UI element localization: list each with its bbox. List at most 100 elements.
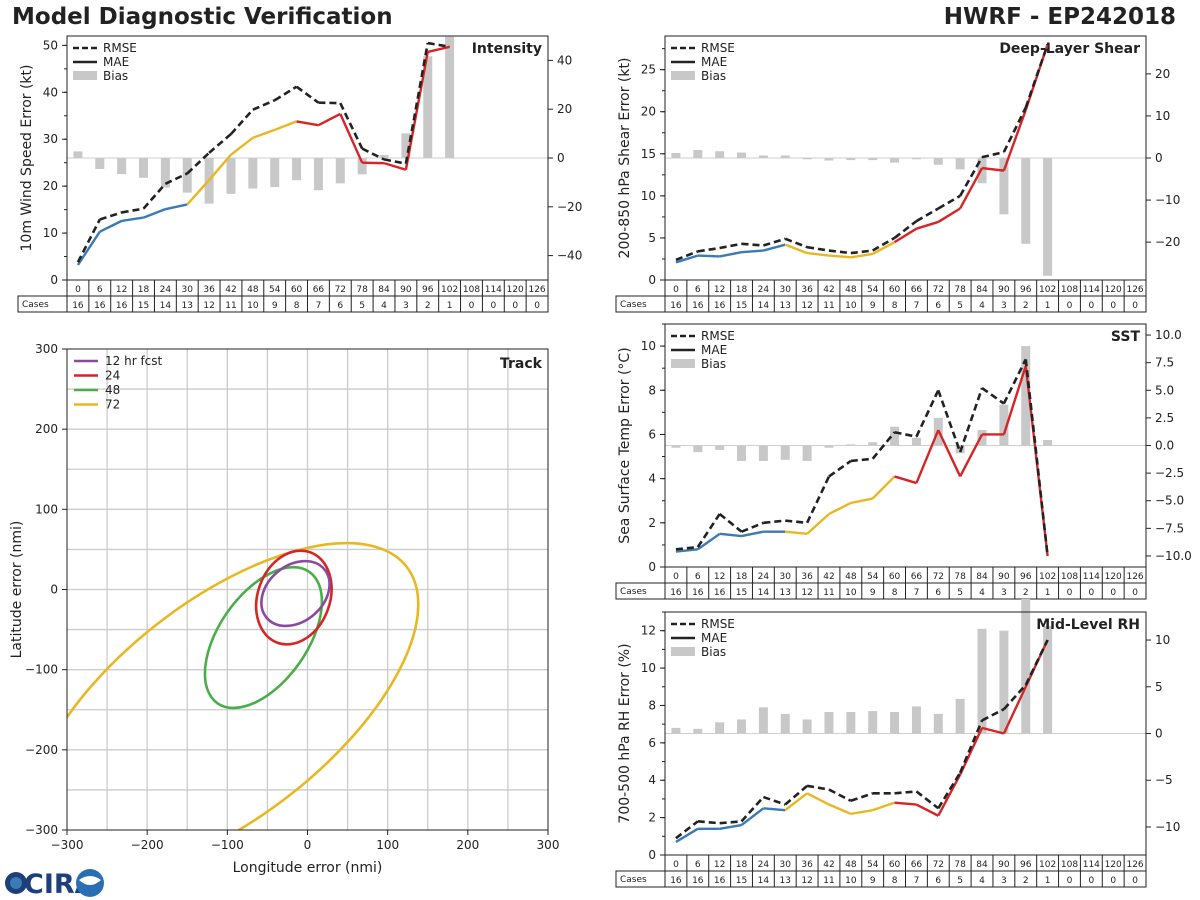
case-count: 15 [736, 301, 747, 311]
mae-line [208, 153, 232, 181]
hour-label: 30 [780, 572, 792, 582]
hour-label: 60 [889, 860, 901, 870]
ellipse-72hr [67, 541, 420, 830]
rmse-line [915, 389, 940, 438]
bias-bar [715, 445, 725, 450]
rmse-line [1024, 43, 1049, 108]
mae-line [230, 136, 254, 156]
case-count: 13 [780, 588, 791, 598]
case-count: 0 [1110, 588, 1116, 598]
mae-line [719, 532, 742, 538]
bias-bar [95, 158, 105, 169]
y-tick-label: 6 [648, 736, 656, 750]
bias-bar [226, 158, 236, 194]
hour-label: 60 [889, 285, 901, 295]
case-count: 0 [1088, 588, 1094, 598]
case-count: 0 [1132, 301, 1138, 311]
hour-label: 72 [933, 860, 944, 870]
hour-label: 66 [911, 572, 923, 582]
hour-label: 42 [225, 285, 236, 295]
case-count: 4 [381, 301, 387, 311]
bias-bar [1021, 598, 1031, 734]
y2-tick-label: 0 [1155, 727, 1163, 741]
y-tick-label: 4 [648, 472, 656, 486]
mae-line [719, 251, 742, 258]
hour-label: 102 [1039, 860, 1056, 870]
y-tick-label: 8 [648, 383, 656, 397]
hour-label: 114 [1083, 572, 1100, 582]
hour-label: 30 [780, 285, 792, 295]
bias-bar [868, 711, 878, 734]
rmse-line [252, 99, 276, 111]
mae-line [850, 808, 873, 816]
mae-line [741, 249, 764, 254]
rmse-line [719, 242, 742, 250]
bias-bar [671, 152, 681, 158]
y2-tick-label: −20 [557, 200, 582, 214]
case-count: 16 [714, 876, 726, 886]
bias-bar [270, 158, 280, 188]
bias-bar [824, 445, 834, 448]
hour-label: 54 [867, 572, 879, 582]
mae-line [937, 207, 961, 223]
mae-line [915, 803, 939, 817]
bias-bar [846, 444, 856, 446]
mae-line [872, 801, 895, 812]
hour-label: 60 [291, 285, 303, 295]
hour-label: 48 [845, 860, 857, 870]
case-count: 0 [1067, 588, 1073, 598]
rmse-line [806, 245, 830, 252]
rmse-line [675, 545, 698, 551]
mae-line [893, 227, 918, 244]
bias-bar [846, 158, 856, 161]
rmse-line [675, 820, 699, 840]
case-count: 0 [469, 301, 475, 311]
bias-bar [933, 158, 943, 165]
hour-label: 12 [714, 860, 725, 870]
rmse-line [828, 788, 852, 802]
case-count: 14 [160, 301, 172, 311]
mae-line [1002, 109, 1027, 172]
mae-line [317, 112, 341, 127]
hour-label: 24 [758, 572, 770, 582]
case-count: 3 [1001, 301, 1007, 311]
case-count: 7 [316, 301, 322, 311]
hour-label: 30 [182, 285, 194, 295]
legend-label: 24 [105, 369, 120, 383]
bias-bar [933, 713, 943, 734]
case-count: 5 [957, 876, 963, 886]
case-count: 15 [736, 876, 747, 886]
mae-line [894, 475, 917, 485]
y2-tick-label: −7.5 [1155, 521, 1184, 535]
case-count: 16 [692, 876, 704, 886]
bias-bar [117, 158, 127, 175]
mae-line [76, 231, 101, 266]
y2-tick-label: 20 [1155, 67, 1170, 81]
hour-label: 60 [889, 572, 901, 582]
case-count: 16 [670, 876, 682, 886]
rmse-line [785, 519, 808, 525]
bias-bar [802, 719, 812, 734]
rmse-line [76, 218, 101, 263]
y-tick-label: 10 [641, 661, 656, 675]
bias-bar [955, 158, 965, 170]
mae-line [959, 433, 984, 477]
case-count: 14 [758, 876, 770, 886]
mae-line [740, 807, 765, 827]
hour-label: 36 [801, 572, 813, 582]
y2-tick-label: −10.0 [1155, 549, 1192, 563]
hour-label: 54 [867, 860, 879, 870]
case-count: 10 [845, 301, 857, 311]
mae-line [806, 513, 830, 535]
y-tick-label: 100 [35, 502, 58, 516]
panel-title: Intensity [472, 41, 542, 57]
bias-bar [379, 155, 389, 158]
case-count: 14 [758, 301, 770, 311]
case-count: 8 [892, 588, 898, 598]
hour-label: 48 [845, 572, 857, 582]
mae-line [806, 792, 830, 806]
case-count: 10 [845, 876, 857, 886]
hour-label: 0 [673, 285, 679, 295]
x-tick-label: 200 [456, 838, 479, 852]
